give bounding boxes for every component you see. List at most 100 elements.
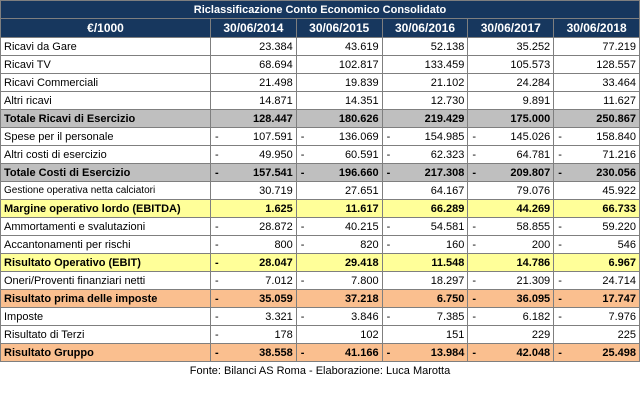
number: 21.309 [516, 274, 551, 287]
sign: - [558, 130, 562, 143]
title-row: Riclassificazione Conto Economico Consol… [0, 0, 640, 19]
row-label: Ricavi TV [0, 55, 211, 74]
value-cell: 29.418 [295, 253, 383, 272]
value-cell: 27.651 [295, 181, 383, 200]
number: 800 [274, 238, 293, 251]
sign: - [386, 238, 391, 251]
sign: - [386, 148, 391, 161]
sign: - [300, 148, 305, 161]
table-body: Riclassificazione Conto Economico Consol… [0, 0, 640, 362]
number: 136.069 [338, 130, 379, 143]
number: 230.056 [596, 166, 636, 179]
value-cell: - 25.498 [553, 343, 640, 362]
row-label: Imposte [0, 307, 211, 326]
value-cell: - 35.059 [210, 289, 297, 308]
header-cell: 30/06/2018 [553, 18, 640, 38]
sign: - [215, 166, 219, 179]
value-cell: - 209.807 [467, 163, 555, 182]
number: 178 [274, 328, 293, 341]
row-label: Risultato Operativo (EBIT) [0, 253, 211, 272]
number: 64.781 [516, 148, 551, 161]
value-cell: - 59.220 [553, 217, 640, 236]
header-cell: 30/06/2016 [381, 18, 469, 38]
header-row: €/1000 30/06/2014 30/06/2015 30/06/2016 30/0… [0, 18, 640, 38]
number: 160 [446, 238, 465, 251]
value-cell: 23.384 [210, 37, 297, 56]
number: 35.059 [259, 292, 293, 305]
value-cell: 11.627 [553, 91, 640, 110]
value-cell: 151 [381, 325, 469, 344]
number: 17.747 [602, 292, 636, 305]
sign: - [558, 220, 562, 233]
table-row: Risultato prima delle imposte - 35.059 37.2… [0, 289, 640, 308]
number: 3.321 [265, 310, 293, 323]
number: 107.591 [253, 130, 293, 143]
table-row: Imposte -3.321-3.846-7.385-6.182-7.976 [0, 307, 640, 326]
value-cell: 52.138 [381, 37, 469, 56]
sign: - [300, 310, 305, 323]
number: 36.095 [516, 292, 551, 305]
value-cell: 250.867 [553, 109, 640, 128]
value-cell: 219.429 [381, 109, 469, 128]
number: 49.950 [259, 148, 293, 161]
value-cell: - 54.581 [381, 217, 469, 236]
table-row: Risultato Gruppo -38.558-41.166-13.984-42… [0, 343, 640, 362]
value-cell: - 217.308 [381, 163, 469, 182]
number: 158.840 [596, 130, 636, 143]
sign: - [472, 220, 477, 233]
row-label: Gestione operativa netta calciatori [0, 181, 211, 200]
row-label: Totale Ricavi di Esercizio [0, 109, 211, 128]
value-cell: 18.297 [381, 271, 469, 290]
table-row: Ricavi TV 68.694 102.817 133.459 105.573 128.… [0, 55, 640, 74]
number: 7.012 [265, 274, 293, 287]
number: 209.807 [510, 166, 551, 179]
number: 196.660 [338, 166, 379, 179]
number: 38.558 [259, 346, 293, 359]
sign: - [386, 220, 391, 233]
sign: - [300, 166, 305, 179]
value-cell: 33.464 [553, 73, 640, 92]
table-row: Risultato Operativo (EBIT) -28.047 29.418 1… [0, 253, 640, 272]
number: 217.308 [424, 166, 465, 179]
value-cell: 229 [467, 325, 555, 344]
sign: - [300, 346, 305, 359]
number: 7.800 [351, 274, 379, 287]
value-cell: - 28.047 [210, 253, 297, 272]
value-cell: 9.891 [467, 91, 555, 110]
value-cell: 19.839 [295, 73, 383, 92]
row-label: Margine operativo lordo (EBITDA) [0, 199, 211, 218]
value-cell: - 7.385 [381, 307, 469, 326]
value-cell: 66.733 [553, 199, 640, 218]
value-cell: - 7.976 [553, 307, 640, 326]
row-label: Accantonamenti per rischi [0, 235, 211, 254]
value-cell: 35.252 [467, 37, 555, 56]
row-label: Risultato prima delle imposte [0, 289, 211, 308]
number: 200 [531, 238, 551, 251]
value-cell: 68.694 [210, 55, 297, 74]
sign: - [215, 292, 219, 305]
sign: - [300, 220, 305, 233]
number: 62.323 [430, 148, 465, 161]
number: 154.985 [424, 130, 465, 143]
value-cell: 37.218 [295, 289, 383, 308]
sign: - [558, 274, 562, 287]
number: 59.220 [602, 220, 636, 233]
value-cell: 14.786 [467, 253, 555, 272]
value-cell: - 36.095 [467, 289, 555, 308]
sign: - [215, 238, 219, 251]
value-cell: - 58.855 [467, 217, 555, 236]
footer: Fonte: Bilanci AS Roma - Elaborazione: L… [189, 365, 451, 377]
sign: - [386, 346, 391, 359]
value-cell: 24.284 [467, 73, 555, 92]
sign: - [300, 238, 305, 251]
value-cell: 180.626 [295, 109, 383, 128]
number: 7.385 [436, 310, 465, 323]
value-cell: 133.459 [381, 55, 469, 74]
value-cell: - 157.541 [210, 163, 297, 182]
row-label: Risultato Gruppo [0, 343, 211, 362]
sign: - [472, 346, 477, 359]
row-label: Altri ricavi [0, 91, 211, 110]
value-cell: - 160 [381, 235, 469, 254]
number: 7.976 [608, 310, 636, 323]
value-cell: 175.000 [467, 109, 555, 128]
